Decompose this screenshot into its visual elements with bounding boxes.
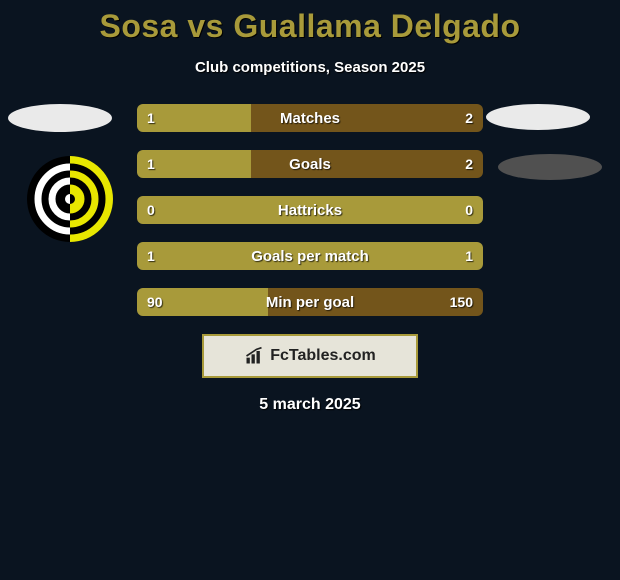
stat-bar-left [137,104,251,132]
stat-row: Min per goal90150 [137,288,483,316]
stat-row: Goals per match11 [137,242,483,270]
stat-bar-right [251,150,483,178]
stat-bar-left [137,242,483,270]
player-right-badge-placeholder-1 [486,104,590,130]
stat-bar-left [137,150,251,178]
comparison-content: Matches12 Goals12 Hattricks00 Goals per mat… [0,104,620,414]
stat-bar-right [268,288,483,316]
page-title: Sosa vs Guallama Delgado [0,0,620,45]
club-logo-left [27,156,113,242]
stat-row: Hattricks00 [137,196,483,224]
stat-bars: Matches12 Goals12 Hattricks00 Goals per mat… [137,104,483,316]
page-subtitle: Club competitions, Season 2025 [0,59,620,76]
brand-label: FcTables.com [270,347,376,365]
chart-icon [244,346,264,366]
player-right-badge-placeholder-2 [498,154,602,180]
stat-bar-right [251,104,483,132]
stat-bar-left [137,196,483,224]
date-label: 5 march 2025 [0,396,620,414]
brand-box[interactable]: FcTables.com [202,334,418,378]
stat-row: Matches12 [137,104,483,132]
stat-bar-left [137,288,268,316]
player-left-badge-placeholder [8,104,112,132]
stat-row: Goals12 [137,150,483,178]
